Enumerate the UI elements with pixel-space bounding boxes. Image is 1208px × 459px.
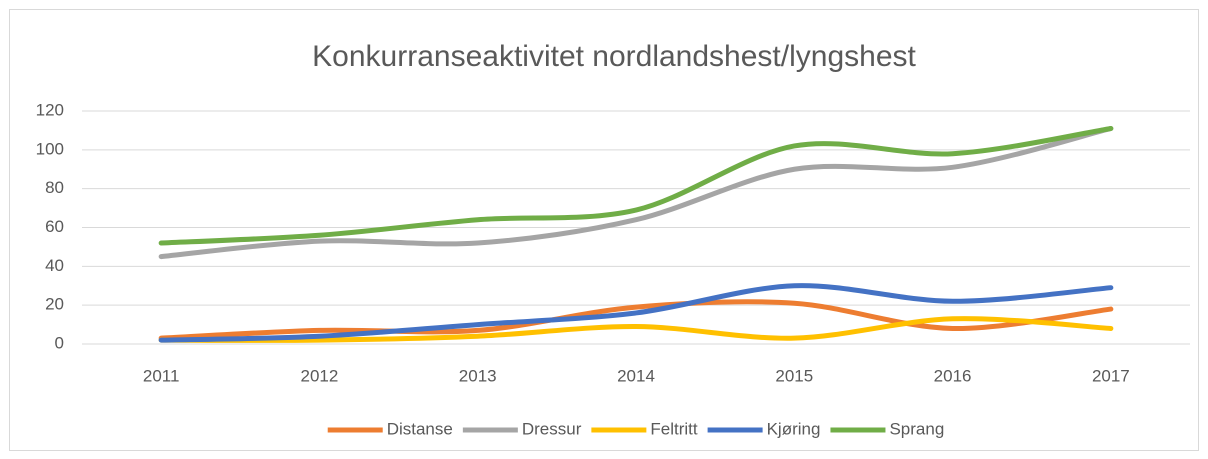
y-tick-label: 0 bbox=[55, 333, 64, 352]
y-tick-label: 100 bbox=[36, 139, 64, 158]
y-tick-label: 120 bbox=[36, 100, 64, 119]
legend-label: Kjøring bbox=[767, 419, 821, 438]
series-line bbox=[158, 316, 1114, 343]
legend-label: Dressur bbox=[522, 419, 582, 438]
x-tick-label: 2011 bbox=[143, 366, 180, 385]
x-tick-label: 2012 bbox=[301, 366, 339, 385]
series-line bbox=[158, 299, 1114, 341]
chart-title: Konkurranseaktivitet nordlandshest/lyngs… bbox=[312, 40, 916, 73]
series-line bbox=[158, 125, 1114, 246]
legend-label: Distanse bbox=[387, 419, 453, 438]
y-tick-label: 20 bbox=[45, 295, 64, 314]
legend-label: Sprang bbox=[889, 419, 944, 438]
x-tick-label: 2015 bbox=[775, 366, 813, 385]
y-tick-label: 60 bbox=[45, 217, 64, 236]
y-tick-label: 40 bbox=[45, 256, 64, 275]
x-tick-label: 2013 bbox=[459, 366, 497, 385]
series-line bbox=[158, 125, 1114, 260]
x-tick-label: 2017 bbox=[1092, 366, 1130, 385]
y-tick-label: 80 bbox=[45, 178, 64, 197]
x-tick-label: 2016 bbox=[934, 366, 972, 385]
series-line bbox=[158, 283, 1114, 343]
chart-border bbox=[9, 9, 1199, 451]
legend-label: Feltritt bbox=[650, 419, 698, 438]
x-tick-label: 2014 bbox=[617, 366, 655, 385]
